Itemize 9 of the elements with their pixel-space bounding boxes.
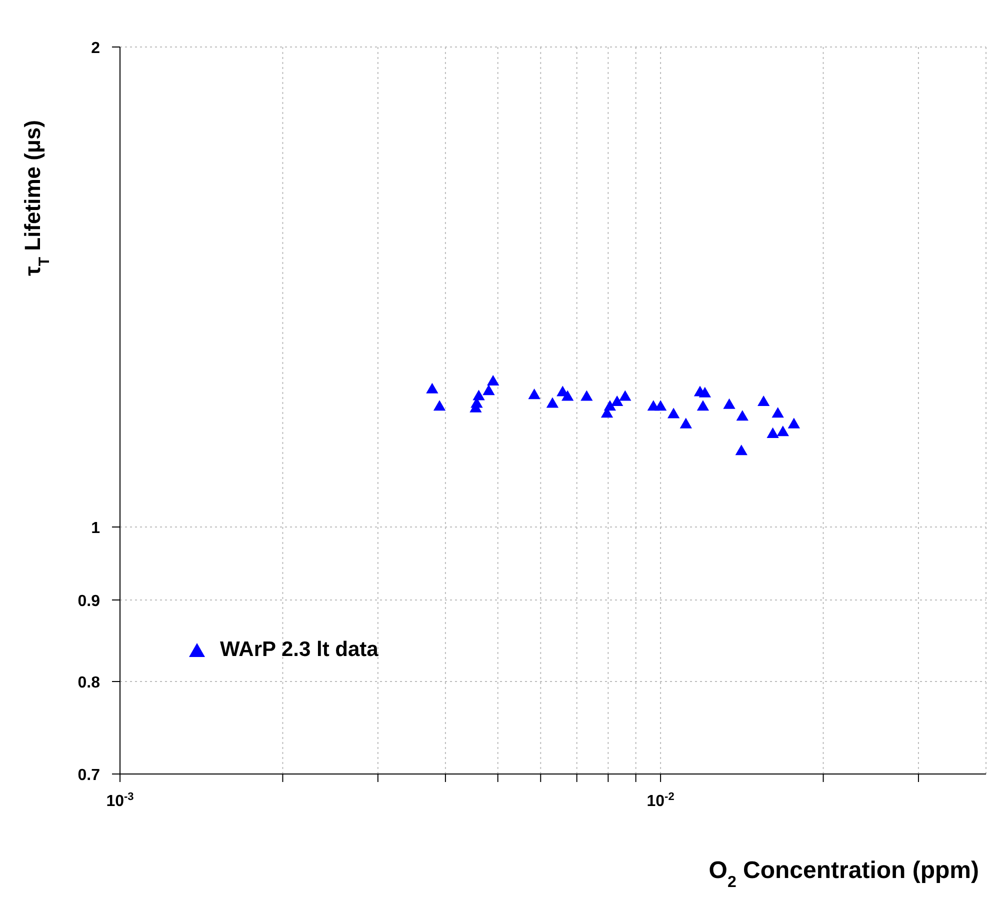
y-tick-label: 1 — [91, 520, 100, 538]
x-axis-title: O$_{2}$ Concentration (ppm) — [708, 857, 979, 890]
y-tick-label: 0.9 — [78, 592, 100, 610]
y-tick-label: 0.7 — [78, 767, 100, 784]
x-tick-label: 10$^{-3}$ — [106, 791, 134, 810]
x-tick-label: 10$^{-2}$ — [646, 791, 674, 810]
y-tick-label: 2 — [91, 40, 100, 57]
y-tick-label: 0.8 — [78, 674, 100, 692]
legend-label: WArP 2.3 lt data — [220, 638, 378, 662]
